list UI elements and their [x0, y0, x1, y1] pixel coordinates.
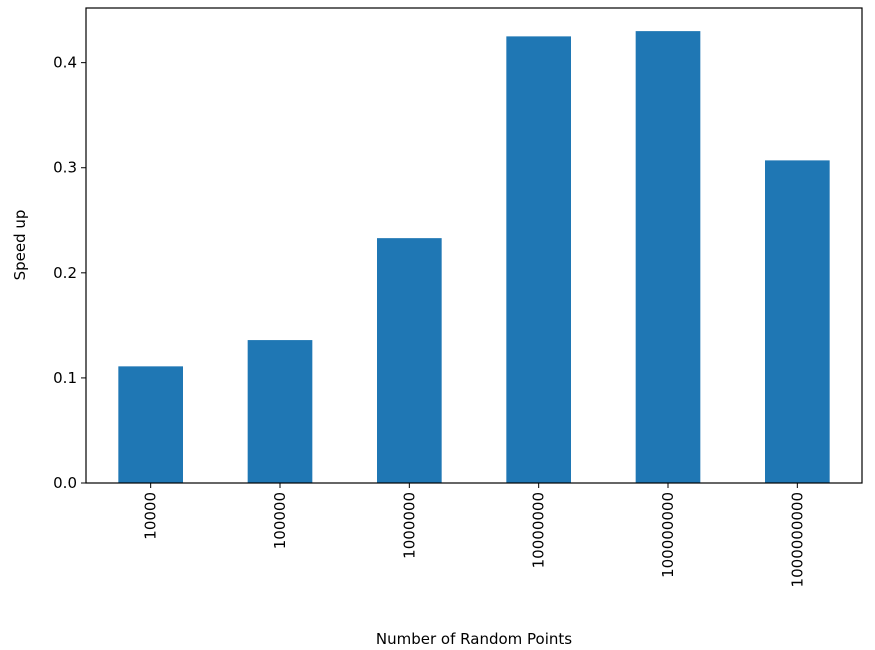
x-axis-title: Number of Random Points	[376, 630, 572, 648]
y-tick-label: 0.3	[53, 159, 77, 177]
bar-100000	[247, 340, 313, 483]
bar-100000000	[635, 31, 701, 483]
y-axis-ticks: 0.0 0.1 0.2 0.3 0.4	[53, 54, 86, 492]
y-tick-label: 0.4	[53, 54, 77, 72]
y-axis-title: Speed up	[11, 210, 29, 281]
bars-group	[118, 31, 830, 484]
x-tick-label: 1000000000	[788, 492, 806, 587]
bar-10000	[118, 366, 183, 483]
x-tick-label: 10000000	[530, 492, 548, 568]
x-axis-ticks: 10000 100000 1000000 10000000 100000000 10000…	[142, 483, 806, 587]
x-tick-label: 100000000	[659, 492, 677, 578]
x-tick-label: 1000000	[400, 492, 418, 559]
bar-10000000	[506, 36, 571, 483]
bar-1000000	[377, 238, 442, 483]
y-tick-label: 0.1	[53, 369, 77, 387]
y-tick-label: 0.0	[53, 474, 77, 492]
y-tick-label: 0.2	[53, 264, 77, 282]
x-tick-label: 10000	[142, 492, 160, 540]
bar-1000000000	[765, 160, 830, 484]
x-tick-label: 100000	[271, 492, 289, 549]
plot-frame	[85, 7, 863, 484]
